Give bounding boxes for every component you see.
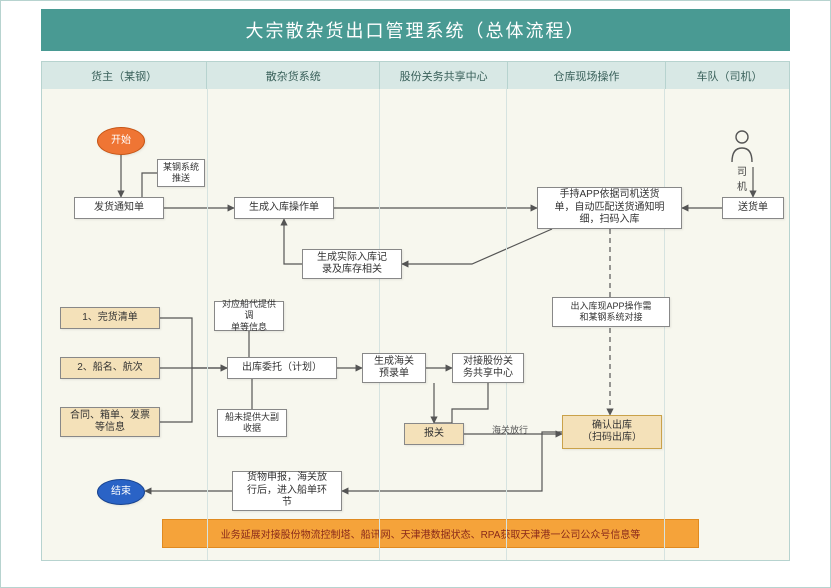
flow-node-ship_note: 船未提供大副收据 bbox=[217, 409, 287, 437]
flow-node-agent_note: 对应船代提供调单等信息 bbox=[214, 301, 284, 331]
actor-driver: 司机 bbox=[728, 129, 756, 193]
edge-label: 海关放行 bbox=[492, 425, 528, 436]
lane-header: 散杂货系统 bbox=[207, 62, 380, 90]
flow-node-deliver: 送货单 bbox=[722, 197, 784, 219]
swimlane-pool: 业务延展对接股份物流控制塔、船讯网、天津港数据状态、RPA获取天津港一公司公众号… bbox=[41, 89, 790, 561]
lane-header: 股份关务共享中心 bbox=[380, 62, 508, 90]
flow-node-dock_share: 对接股份关务共享中心 bbox=[452, 353, 524, 383]
flow-node-app_note: 出入库现APP操作需和某钢系统对接 bbox=[552, 297, 670, 327]
lane-header: 货主（某钢） bbox=[42, 62, 207, 90]
flow-node-list2: 2、船名、航次 bbox=[60, 357, 160, 379]
edge bbox=[160, 368, 192, 422]
flow-node-gen_cust: 生成海关预录单 bbox=[362, 353, 426, 383]
flow-node-list3: 合同、箱单、发票等信息 bbox=[60, 407, 160, 437]
page-title: 大宗散杂货出口管理系统（总体流程） bbox=[41, 9, 790, 51]
edge bbox=[284, 219, 302, 264]
lane-divider bbox=[379, 89, 380, 560]
flow-node-confirm_out: 确认出库（扫码出库） bbox=[562, 415, 662, 449]
swimlane-header: 货主（某钢）散杂货系统股份关务共享中心仓库现场操作车队（司机） bbox=[41, 61, 790, 91]
edge bbox=[402, 229, 552, 264]
edge bbox=[142, 173, 157, 197]
lane-header: 车队（司机） bbox=[666, 62, 793, 90]
flow-node-push_note: 某钢系统推送 bbox=[157, 159, 205, 187]
flow-node-start: 开始 bbox=[97, 127, 145, 155]
flow-node-app_in: 手持APP依据司机送货单，自动匹配送货通知明细，扫码入库 bbox=[537, 187, 682, 229]
lane-header: 仓库现场操作 bbox=[508, 62, 666, 90]
lane-divider bbox=[506, 89, 507, 560]
footer-note: 业务延展对接股份物流控制塔、船讯网、天津港数据状态、RPA获取天津港一公司公众号… bbox=[162, 519, 699, 548]
lane-divider bbox=[207, 89, 208, 560]
flow-node-gen_rec: 生成实际入库记录及库存相关 bbox=[302, 249, 402, 279]
flow-node-out_plan: 出库委托（计划） bbox=[227, 357, 337, 379]
flow-node-end: 结束 bbox=[97, 479, 145, 505]
flow-node-list1: 1、完货清单 bbox=[60, 307, 160, 329]
flow-node-gen_in: 生成入库操作单 bbox=[234, 197, 334, 219]
flow-node-after: 货物申报，海关放行后，进入船单环节 bbox=[232, 471, 342, 511]
edge bbox=[434, 383, 488, 423]
flow-node-notice: 发货通知单 bbox=[74, 197, 164, 219]
flow-node-declare: 报关 bbox=[404, 423, 464, 445]
